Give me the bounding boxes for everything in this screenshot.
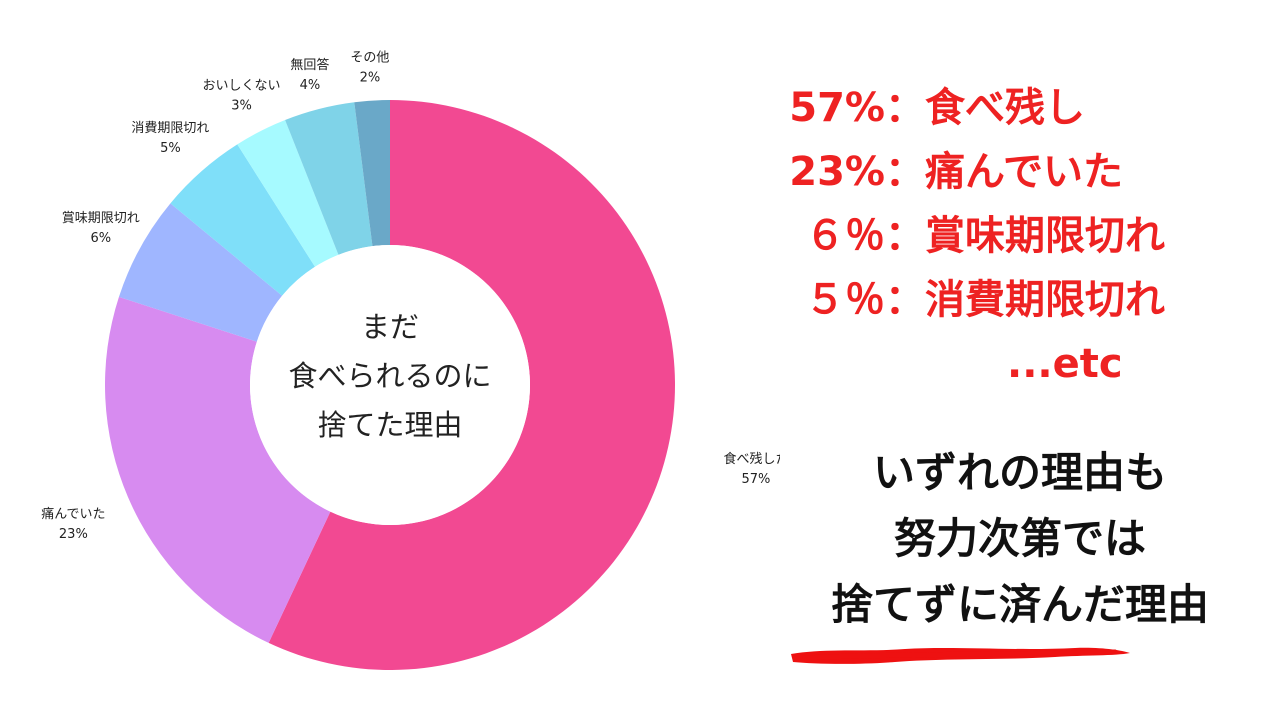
brush-underline [791,647,1130,664]
summary-pct: 57% [789,85,885,131]
slice-category-label: おいしくない [203,79,281,94]
conclusion-line-1: いずれの理由も [872,448,1167,497]
slice-value-label: 5% [160,141,181,156]
conclusion-line-3: 捨てずに済んだ理由 [830,580,1209,629]
donut-slice [285,102,373,255]
summary-label: ：消費期限切れ [885,277,1165,323]
summary-item: ５％：消費期限切れ [735,268,1255,332]
center-text-line-2: 食べられるのに [288,359,491,393]
summary-label: ：食べ残し [885,85,1085,131]
donut-slices [105,100,675,671]
slice-category-label: 賞味期限切れ [62,211,140,226]
slice-labels: 食べ残した 57% 痛んでいた 23% 賞味期限切れ 6% 消費期限切れ 5% おいしくない 3%… [41,51,780,542]
donut-slice [105,296,331,643]
donut-hole [250,245,530,525]
summary-item: ６％：賞味期限切れ [735,204,1255,268]
summary-item: 57%：食べ残し [735,76,1255,140]
donut-slice [170,144,315,296]
slice-category-label: 食べ残した [723,451,780,467]
summary-list: 57%：食べ残し 23%：痛んでいた ６％：賞味期限切れ ５％：消費期限切れ .… [735,76,1255,396]
conclusion-text: いずれの理由も 努力次第では 捨てずに済んだ理由 [760,440,1280,638]
donut-slice [118,203,283,342]
slice-value-label: 4% [300,78,321,93]
slice-value-label: 6% [91,231,112,246]
slice-category-label: 消費期限切れ [131,121,209,136]
summary-pct: ６％ [805,213,885,259]
slice-value-label: 23% [59,527,88,542]
summary-label: ：痛んでいた [885,149,1123,195]
donut-slice [354,100,390,247]
summary-pct: ５％ [805,277,885,323]
slice-value-label: 3% [231,99,252,114]
slice-value-label: 2% [360,71,381,86]
center-text-line-3: 捨てた理由 [317,408,462,442]
summary-pct: 23% [789,149,885,195]
slice-value-label: 57% [742,472,771,487]
slice-category-label: その他 [350,51,389,66]
center-text-line-1: まだ [361,310,419,344]
donut-chart: まだ 食べられるのに 捨てた理由 食べ残した 57% 痛んでいた 23% 賞味期限切れ 6… [41,51,780,671]
summary-label: ：賞味期限切れ [885,213,1165,259]
slice-category-label: 痛んでいた [41,506,105,522]
summary-etc: ...etc [1007,341,1123,387]
donut-slice [268,100,675,671]
conclusion-line-2: 努力次第では [893,514,1146,563]
donut-slice [237,120,339,267]
slice-category-label: 無回答 [290,57,329,73]
summary-item: 23%：痛んでいた [735,140,1255,204]
